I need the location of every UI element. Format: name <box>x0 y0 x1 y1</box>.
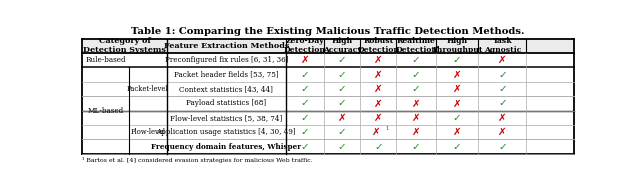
Text: ✓: ✓ <box>498 84 507 94</box>
Text: ✗: ✗ <box>498 127 507 137</box>
Text: ✗: ✗ <box>338 113 346 123</box>
Text: ✗: ✗ <box>412 98 420 108</box>
Text: ✓: ✓ <box>412 70 420 80</box>
Text: ✓: ✓ <box>338 55 346 65</box>
Text: ✓: ✓ <box>412 84 420 94</box>
Text: ✓: ✓ <box>338 127 346 137</box>
Text: ✓: ✓ <box>498 98 507 108</box>
Text: ✗: ✗ <box>453 98 461 108</box>
Text: ✓: ✓ <box>374 142 383 152</box>
Text: ✗: ✗ <box>498 113 507 123</box>
Text: ✗: ✗ <box>498 55 507 65</box>
Text: ✓: ✓ <box>453 142 461 152</box>
Text: Table 1: Comparing the Existing Malicious Traffic Detection Methods.: Table 1: Comparing the Existing Maliciou… <box>131 27 525 36</box>
Text: ✗: ✗ <box>374 113 383 123</box>
Text: Category of
Detection Systems: Category of Detection Systems <box>83 37 166 54</box>
Text: Robust
Detection: Robust Detection <box>357 37 399 54</box>
Text: ✓: ✓ <box>338 142 346 152</box>
Text: Zero-Day
Detection: Zero-Day Detection <box>284 37 326 54</box>
Text: Flow-level: Flow-level <box>130 128 165 136</box>
Text: Payload statistics [68]: Payload statistics [68] <box>186 99 266 108</box>
Text: ✓: ✓ <box>301 113 309 123</box>
Text: Application usage statistics [4, 30, 49]: Application usage statistics [4, 30, 49] <box>157 128 296 136</box>
Text: ✓: ✓ <box>498 70 507 80</box>
Text: ✓: ✓ <box>301 127 309 137</box>
Text: ✓: ✓ <box>301 98 309 108</box>
Text: ✓: ✓ <box>301 142 309 152</box>
Text: Packet-level: Packet-level <box>127 85 168 93</box>
Text: ✗: ✗ <box>412 113 420 123</box>
Text: ✗: ✗ <box>412 127 420 137</box>
Text: ✓: ✓ <box>412 55 420 65</box>
Text: Feature Extraction Methods: Feature Extraction Methods <box>164 42 289 50</box>
Text: ✗: ✗ <box>374 55 383 65</box>
Text: ✓: ✓ <box>338 84 346 94</box>
Text: ✓: ✓ <box>498 142 507 152</box>
Text: ✗: ✗ <box>374 70 383 80</box>
Text: High
Accuracy: High Accuracy <box>323 37 362 54</box>
Text: Packet header fields [53, 75]: Packet header fields [53, 75] <box>174 71 278 79</box>
Bar <box>83 39 573 53</box>
Text: ✗: ✗ <box>453 70 461 80</box>
Text: ✓: ✓ <box>338 98 346 108</box>
Text: ✗: ✗ <box>374 84 383 94</box>
Text: Rule-based: Rule-based <box>85 56 126 64</box>
Text: ✓: ✓ <box>338 70 346 80</box>
Text: ✓: ✓ <box>453 55 461 65</box>
Text: ¹ Bartos et al. [4] considered evasion strategies for malicious Web traffic.: ¹ Bartos et al. [4] considered evasion s… <box>83 157 313 163</box>
Text: ✗: ✗ <box>453 127 461 137</box>
Text: ✓: ✓ <box>412 142 420 152</box>
Text: Preconfigured fix rules [6, 31, 36]: Preconfigured fix rules [6, 31, 36] <box>164 56 288 64</box>
Text: ✗: ✗ <box>372 127 381 137</box>
Text: ML-based: ML-based <box>88 107 124 115</box>
Text: Context statistics [43, 44]: Context statistics [43, 44] <box>179 85 273 93</box>
Text: Frequency domain features, Whisper: Frequency domain features, Whisper <box>151 143 301 151</box>
Text: High
Throughput: High Throughput <box>431 37 483 54</box>
Text: ✓: ✓ <box>301 70 309 80</box>
Text: 1: 1 <box>385 126 389 131</box>
Text: ✗: ✗ <box>374 98 383 108</box>
Text: ✗: ✗ <box>453 84 461 94</box>
Text: ✓: ✓ <box>301 84 309 94</box>
Text: Realtime
Detection: Realtime Detection <box>396 37 437 54</box>
Text: ✗: ✗ <box>301 55 309 65</box>
Text: ✓: ✓ <box>453 113 461 123</box>
Text: Task
Agnostic: Task Agnostic <box>484 37 521 54</box>
Text: Flow-level statistics [5, 38, 74]: Flow-level statistics [5, 38, 74] <box>170 114 282 122</box>
